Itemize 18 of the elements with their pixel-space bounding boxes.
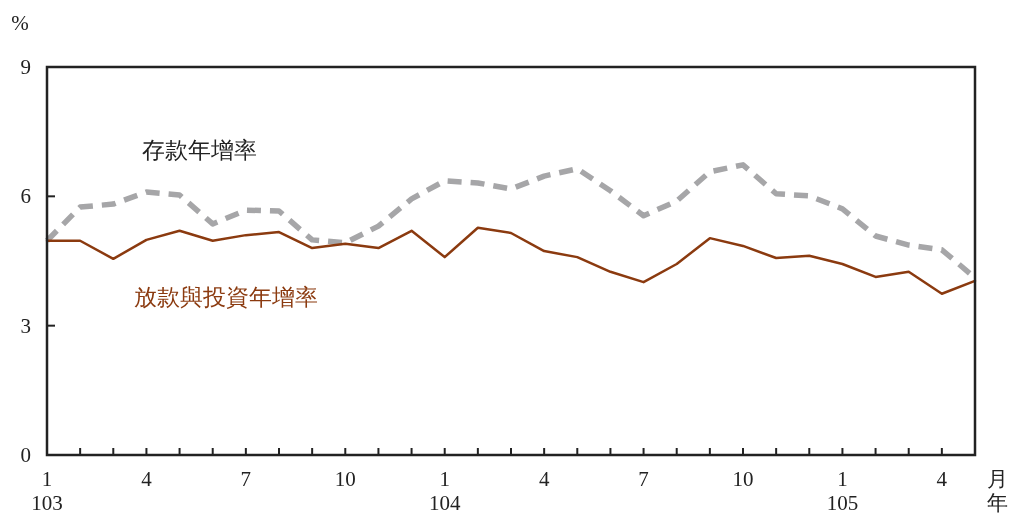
x-tick-label: 7 [240,467,252,491]
y-tick-label: 3 [20,313,31,338]
y-tick-label: 6 [20,184,31,209]
x-tick-label: 10 [732,467,754,491]
x-tick-label: 7 [638,467,649,491]
x-tick-label: 1 103 [31,467,63,516]
y-axis-title: % [11,11,29,35]
x-axis-title: 月年 [986,467,1008,516]
x-tick-label: 1 104 [428,467,461,516]
x-tick-label: 10 [334,467,356,491]
x-tick-label: 4 [936,467,948,491]
y-tick-label: 0 [20,443,31,467]
y-tick-label: 9 [20,55,31,79]
series-label: 存款年增率 [141,137,257,163]
series-label: 放款與投資年增率 [133,284,318,310]
x-tick-label: 4 [141,467,153,491]
x-tick-label: 4 [538,467,550,491]
x-tick-label: 1 105 [826,467,859,516]
